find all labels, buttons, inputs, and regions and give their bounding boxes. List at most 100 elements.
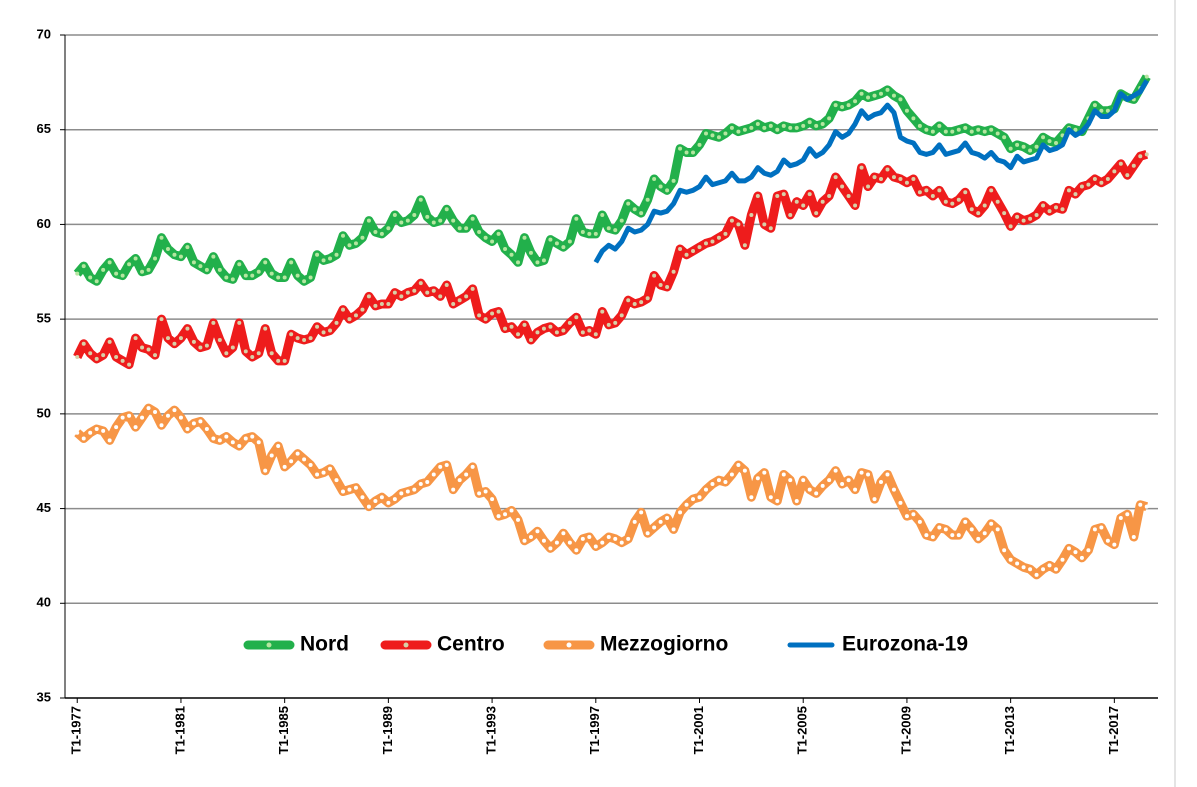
x-tick-label: T1-2017	[1106, 706, 1121, 754]
marker	[930, 129, 935, 134]
marker	[963, 519, 968, 524]
marker	[302, 337, 307, 342]
marker	[237, 320, 242, 325]
marker	[328, 328, 333, 333]
marker	[1041, 135, 1046, 140]
marker	[204, 427, 209, 432]
marker	[1086, 182, 1091, 187]
marker	[334, 320, 339, 325]
marker	[88, 430, 93, 435]
marker	[431, 288, 436, 293]
marker	[814, 491, 819, 496]
marker	[904, 180, 909, 185]
marker	[230, 277, 235, 282]
x-tick-label: T1-2001	[691, 706, 706, 754]
marker	[451, 301, 456, 306]
marker	[392, 212, 397, 217]
marker	[729, 472, 734, 477]
marker	[859, 470, 864, 475]
marker	[431, 220, 436, 225]
marker	[541, 326, 546, 331]
x-tick-label: T1-1997	[587, 706, 602, 754]
marker	[516, 332, 521, 337]
marker	[684, 150, 689, 155]
marker	[879, 91, 883, 96]
marker	[140, 345, 145, 350]
marker	[742, 243, 747, 248]
marker	[477, 313, 482, 318]
marker	[678, 510, 683, 515]
legend-marker	[566, 642, 572, 648]
marker	[1131, 534, 1136, 539]
marker	[153, 353, 158, 358]
marker	[263, 326, 268, 331]
marker	[308, 336, 313, 341]
marker	[989, 127, 994, 132]
marker	[645, 197, 650, 202]
marker	[347, 317, 352, 322]
marker	[879, 176, 883, 181]
marker	[379, 231, 384, 236]
marker	[392, 290, 397, 295]
marker	[691, 150, 696, 155]
marker	[969, 207, 974, 212]
marker	[665, 516, 670, 521]
marker	[1054, 567, 1059, 572]
marker	[256, 440, 261, 445]
marker	[191, 260, 196, 265]
marker	[94, 279, 99, 284]
marker	[191, 339, 196, 344]
marker	[146, 267, 151, 272]
marker	[269, 271, 274, 276]
marker	[833, 468, 838, 473]
y-tick-label: 40	[37, 595, 51, 610]
marker	[574, 548, 579, 553]
marker	[632, 207, 637, 212]
marker	[535, 260, 540, 265]
marker	[665, 188, 670, 193]
marker	[470, 216, 475, 221]
marker	[639, 510, 644, 515]
marker	[580, 330, 585, 335]
marker	[230, 345, 235, 350]
marker	[775, 127, 780, 132]
marker	[943, 199, 948, 204]
marker	[528, 250, 533, 255]
marker	[807, 192, 812, 197]
marker	[198, 264, 203, 269]
marker	[768, 495, 773, 500]
marker	[827, 116, 832, 121]
marker	[762, 470, 767, 475]
marker	[619, 540, 624, 545]
marker	[632, 301, 637, 306]
marker	[885, 87, 890, 92]
marker	[490, 239, 495, 244]
marker	[405, 290, 410, 295]
marker	[360, 235, 365, 240]
marker	[593, 544, 598, 549]
marker	[1034, 572, 1039, 577]
marker	[768, 123, 773, 128]
marker	[891, 93, 896, 98]
marker	[963, 190, 968, 195]
marker	[1112, 542, 1117, 547]
marker	[528, 534, 533, 539]
marker	[995, 131, 1000, 136]
marker	[658, 283, 663, 288]
marker	[989, 521, 994, 526]
marker	[282, 358, 287, 363]
marker	[114, 271, 119, 276]
marker	[503, 512, 508, 517]
marker	[561, 531, 566, 536]
marker	[820, 199, 825, 204]
marker	[172, 408, 177, 413]
marker	[379, 301, 384, 306]
marker	[289, 260, 294, 265]
marker	[334, 252, 339, 257]
marker	[431, 472, 436, 477]
marker	[736, 222, 741, 227]
marker	[937, 188, 942, 193]
marker	[755, 194, 760, 199]
marker	[1099, 108, 1104, 113]
marker	[1002, 548, 1007, 553]
